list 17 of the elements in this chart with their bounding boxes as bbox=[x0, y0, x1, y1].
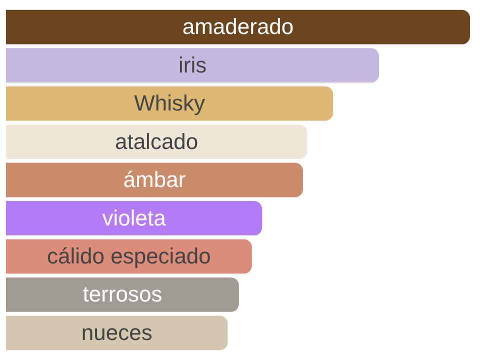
bar bbox=[6, 277, 239, 312]
y-tick-label: violeta bbox=[102, 205, 167, 230]
bar bbox=[6, 316, 228, 350]
bar bbox=[6, 201, 262, 236]
bar bbox=[6, 124, 308, 159]
bar bbox=[6, 48, 380, 83]
y-tick-label: cálido especiado bbox=[47, 244, 211, 269]
y-tick-label: Whisky bbox=[134, 90, 206, 116]
y-tick-label: amaderado bbox=[182, 14, 294, 40]
y-tick-label: nueces bbox=[81, 320, 152, 345]
y-tick-label: terrosos bbox=[82, 282, 162, 307]
y-tick-label: iris bbox=[178, 52, 207, 78]
y-tick-label: atalcado bbox=[114, 128, 198, 154]
y-tick-label: ámbar bbox=[123, 167, 186, 192]
bar bbox=[6, 86, 334, 121]
bar bbox=[6, 162, 303, 198]
bar bbox=[6, 10, 470, 44]
